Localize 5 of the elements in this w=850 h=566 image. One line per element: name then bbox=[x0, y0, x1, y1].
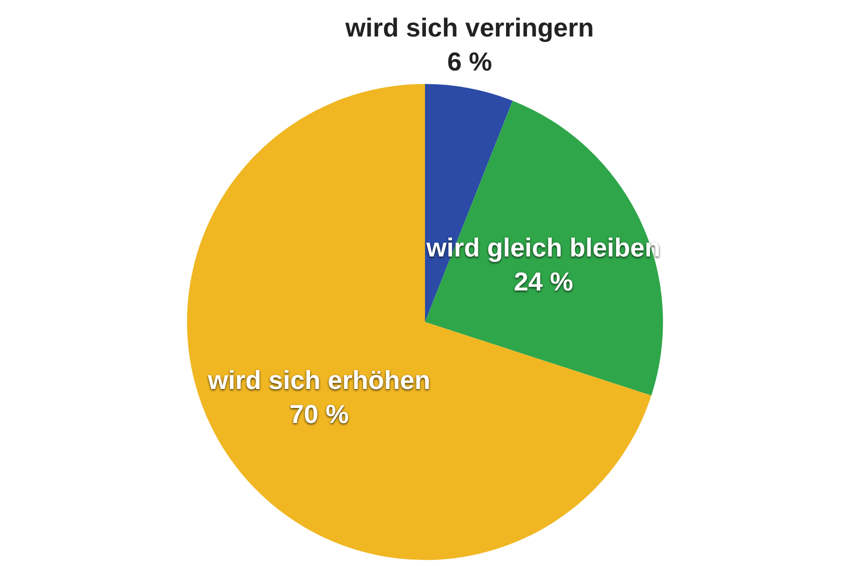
data-label: 6 % bbox=[447, 46, 492, 76]
slice-label: wird sich erhöhen bbox=[206, 365, 430, 396]
data-label: 70 % bbox=[289, 399, 349, 430]
slice-label: wird sich verringern bbox=[344, 12, 594, 42]
data-label: 24 % bbox=[514, 266, 574, 296]
